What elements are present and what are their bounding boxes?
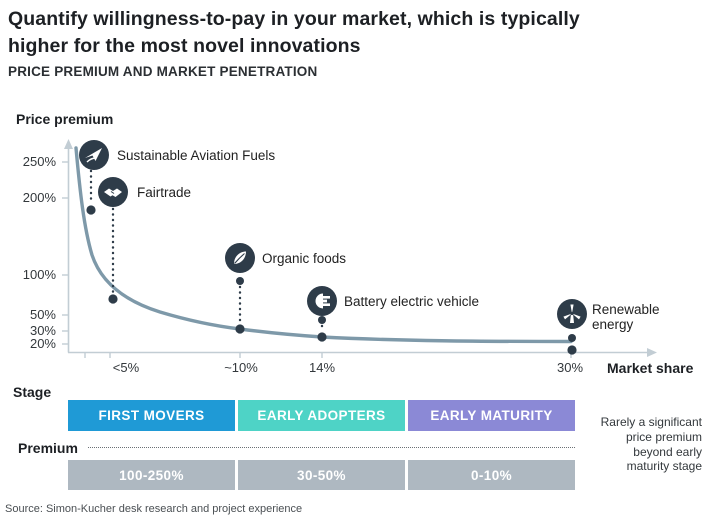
chart-canvas xyxy=(62,139,657,358)
maturity-note: Rarely a significant price premium beyon… xyxy=(575,415,702,474)
note-line: Rarely a significant xyxy=(600,415,702,429)
stage-row-label: Stage xyxy=(13,384,52,400)
page-title: Quantify willingness-to-pay in your mark… xyxy=(8,6,668,60)
x-tick-10: ~10% xyxy=(224,360,258,375)
y-tick-20: 20% xyxy=(29,336,56,351)
note-line: maturity stage xyxy=(626,459,702,474)
renewable-energy-label: Renewable energy xyxy=(592,302,660,332)
x-tick-lt5: <5% xyxy=(112,360,140,375)
sustainable-aviation-fuels-marker xyxy=(79,140,109,170)
y-axis-arrow-icon xyxy=(64,139,73,149)
renewable-energy-marker xyxy=(557,299,587,329)
x-axis-title: Market share xyxy=(607,360,694,376)
note-line: beyond early xyxy=(633,444,702,459)
premium-row-label: Premium xyxy=(18,440,78,456)
wind-turbine-icon xyxy=(563,304,581,323)
dropline-battery-electric-vehicle xyxy=(317,316,327,342)
y-tick-30: 30% xyxy=(29,323,56,338)
source-attribution: Source: Simon-Kucher desk research and p… xyxy=(5,503,303,515)
decay-curve xyxy=(74,146,573,344)
plane-leaf-icon xyxy=(85,148,102,163)
page-title-line1: Quantify willingness-to-pay in your mark… xyxy=(8,8,580,30)
plug-icon xyxy=(315,293,330,309)
organic-foods-label: Organic foods xyxy=(262,251,347,266)
note-line: price premium xyxy=(625,429,702,444)
x-axis-arrow-icon xyxy=(647,348,657,357)
y-tick-250: 250% xyxy=(22,154,56,169)
fairtrade-marker xyxy=(98,177,128,207)
x-tick-30: 30% xyxy=(556,360,584,375)
stage-bar: FIRST MOVERS EARLY ADOPTERS EARLY MATURI… xyxy=(68,400,575,431)
battery-electric-vehicle-marker xyxy=(307,286,337,316)
stage-segment-first-movers: FIRST MOVERS xyxy=(68,400,235,431)
premium-segment-early-adopters: 30-50% xyxy=(238,460,405,490)
dropline-fairtrade xyxy=(108,207,118,304)
stage-segment-early-adopters: EARLY ADOPTERS xyxy=(238,400,405,431)
stage-segment-early-maturity: EARLY MATURITY xyxy=(408,400,575,431)
sustainable-aviation-fuels-label: Sustainable Aviation Fuels xyxy=(117,148,276,163)
x-tick-14: 14% xyxy=(308,360,336,375)
dropline-sustainable-aviation-fuels xyxy=(86,169,96,215)
dropline-organic-foods xyxy=(235,277,245,334)
leaf-icon xyxy=(234,251,246,264)
y-tick-200: 200% xyxy=(22,190,56,205)
y-tick-100: 100% xyxy=(22,267,56,282)
fairtrade-label: Fairtrade xyxy=(137,185,192,200)
premium-dotted-leader xyxy=(88,447,575,448)
chart-subtitle: PRICE PREMIUM AND MARKET PENETRATION xyxy=(8,64,318,79)
battery-electric-vehicle-label: Battery electric vehicle xyxy=(344,294,480,309)
dropline-renewable-energy xyxy=(567,334,577,355)
premium-segment-first-movers: 100-250% xyxy=(68,460,235,490)
page-title-line2: higher for the most novel innovations xyxy=(8,35,361,57)
premium-segment-early-maturity: 0-10% xyxy=(408,460,575,490)
premium-bar: 100-250% 30-50% 0-10% xyxy=(68,460,575,490)
organic-foods-marker xyxy=(225,243,255,273)
y-axis-title: Price premium xyxy=(16,111,114,127)
handshake-icon xyxy=(104,188,122,197)
y-axis xyxy=(62,139,73,353)
y-tick-50: 50% xyxy=(29,307,56,322)
x-axis xyxy=(68,348,657,358)
